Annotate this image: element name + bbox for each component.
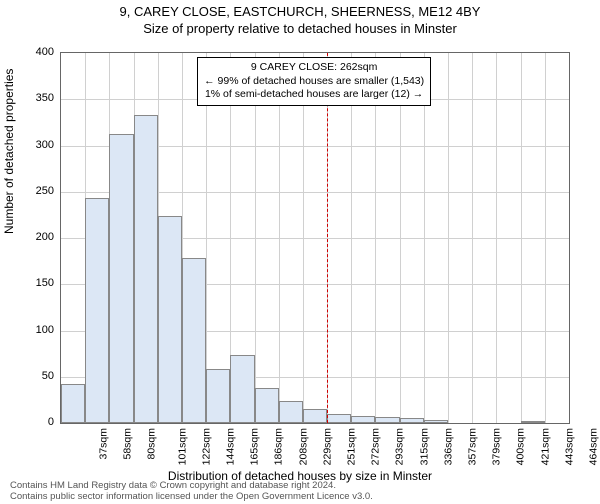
- grid-line-v: [521, 53, 522, 423]
- grid-line-v: [400, 53, 401, 423]
- annotation-line: 1% of semi-detached houses are larger (1…: [204, 88, 424, 102]
- y-tick-label: 150: [14, 277, 54, 289]
- x-tick-label: 272sqm: [370, 428, 382, 465]
- x-tick-label: 80sqm: [146, 428, 158, 460]
- chart-subtitle: Size of property relative to detached ho…: [0, 21, 600, 36]
- x-tick-label: 379sqm: [491, 428, 503, 465]
- y-tick-label: 50: [14, 370, 54, 382]
- x-tick-label: 421sqm: [539, 428, 551, 465]
- y-tick-label: 400: [14, 46, 54, 58]
- histogram-bar: [158, 216, 182, 423]
- grid-line-v: [424, 53, 425, 423]
- histogram-bar: [182, 258, 206, 423]
- y-tick-label: 0: [14, 416, 54, 428]
- grid-line-v: [375, 53, 376, 423]
- x-tick-label: 443sqm: [563, 428, 575, 465]
- x-tick-label: 464sqm: [587, 428, 599, 465]
- histogram-bar: [375, 417, 399, 423]
- histogram-bar: [279, 401, 303, 423]
- x-tick-label: 315sqm: [418, 428, 430, 465]
- plot-area: 9 CAREY CLOSE: 262sqm← 99% of detached h…: [60, 52, 570, 424]
- histogram-bar: [424, 420, 448, 423]
- y-tick-label: 100: [14, 324, 54, 336]
- x-tick-label: 122sqm: [200, 428, 212, 465]
- y-tick-label: 200: [14, 231, 54, 243]
- x-tick-label: 251sqm: [345, 428, 357, 465]
- grid-line-v: [303, 53, 304, 423]
- x-tick-label: 208sqm: [297, 428, 309, 465]
- chart-title: 9, CAREY CLOSE, EASTCHURCH, SHEERNESS, M…: [0, 4, 600, 19]
- y-tick-label: 250: [14, 185, 54, 197]
- footer-line-1: Contains HM Land Registry data © Crown c…: [10, 481, 373, 491]
- x-tick-label: 58sqm: [122, 428, 134, 460]
- histogram-bar: [134, 115, 158, 423]
- histogram-bar: [61, 384, 85, 423]
- x-tick-label: 400sqm: [515, 428, 527, 465]
- y-tick-label: 300: [14, 139, 54, 151]
- grid-line-v: [448, 53, 449, 423]
- grid-line-v: [255, 53, 256, 423]
- histogram-bar: [521, 421, 545, 423]
- histogram-bar: [109, 134, 133, 423]
- grid-line-v: [496, 53, 497, 423]
- grid-line-v: [545, 53, 546, 423]
- histogram-bar: [400, 418, 424, 423]
- x-tick-label: 144sqm: [224, 428, 236, 465]
- annotation-line: ← 99% of detached houses are smaller (1,…: [204, 75, 424, 89]
- x-tick-label: 101sqm: [176, 428, 188, 465]
- grid-line-v: [472, 53, 473, 423]
- histogram-bar: [327, 414, 351, 423]
- grid-line-v: [351, 53, 352, 423]
- histogram-bar: [85, 198, 109, 423]
- y-tick-label: 350: [14, 92, 54, 104]
- x-tick-label: 186sqm: [273, 428, 285, 465]
- footer-attribution: Contains HM Land Registry data © Crown c…: [10, 481, 373, 502]
- reference-line: [327, 53, 328, 423]
- histogram-bar: [230, 355, 254, 423]
- annotation-box: 9 CAREY CLOSE: 262sqm← 99% of detached h…: [197, 57, 431, 106]
- histogram-bar: [255, 388, 279, 423]
- x-tick-label: 165sqm: [249, 428, 261, 465]
- histogram-bar: [303, 409, 327, 423]
- x-tick-label: 357sqm: [466, 428, 478, 465]
- annotation-line: 9 CAREY CLOSE: 262sqm: [204, 61, 424, 75]
- footer-line-2: Contains public sector information licen…: [10, 492, 373, 502]
- x-tick-label: 37sqm: [98, 428, 110, 460]
- x-tick-label: 229sqm: [321, 428, 333, 465]
- x-tick-label: 336sqm: [442, 428, 454, 465]
- x-tick-label: 293sqm: [394, 428, 406, 465]
- grid-line-v: [206, 53, 207, 423]
- grid-line-v: [279, 53, 280, 423]
- histogram-bar: [351, 416, 375, 423]
- histogram-bar: [206, 369, 230, 423]
